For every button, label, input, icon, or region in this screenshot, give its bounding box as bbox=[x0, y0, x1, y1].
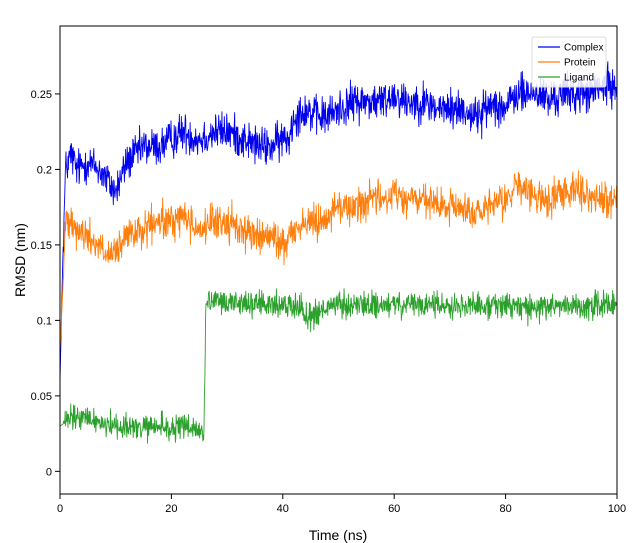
x-tick-label: 20 bbox=[165, 503, 177, 515]
series-line-protein bbox=[59, 170, 618, 351]
y-tick-label: 0 bbox=[46, 466, 52, 478]
series-layer bbox=[59, 61, 618, 444]
x-axis: 0 20 40 60 80 100 bbox=[57, 494, 626, 515]
y-tick-label: 0.25 bbox=[31, 89, 52, 101]
x-axis-title: Time (ns) bbox=[309, 527, 368, 543]
x-tick-label: 80 bbox=[499, 503, 511, 515]
x-tick-label: 100 bbox=[608, 503, 626, 515]
plot-frame bbox=[59, 25, 618, 495]
legend-box bbox=[531, 36, 607, 88]
legend-label-protein: Protein bbox=[564, 58, 596, 69]
x-tick-label: 40 bbox=[277, 503, 289, 515]
x-tick-label: 60 bbox=[388, 503, 400, 515]
y-tick-label: 0.1 bbox=[37, 315, 52, 327]
y-axis-title: RMSD (nm) bbox=[12, 223, 28, 297]
legend: Complex Protein Ligand bbox=[531, 36, 607, 88]
y-axis: 0 0.05 0.1 0.15 0.2 0.25 bbox=[31, 89, 60, 478]
legend-label-ligand: Ligand bbox=[564, 73, 594, 84]
legend-label-complex: Complex bbox=[564, 43, 603, 54]
series-line-complex bbox=[59, 61, 618, 381]
x-tick-label: 0 bbox=[57, 503, 63, 515]
series-line-ligand bbox=[59, 288, 618, 444]
y-tick-label: 0.2 bbox=[37, 164, 52, 176]
y-tick-label: 0.05 bbox=[31, 391, 52, 403]
y-tick-label: 0.15 bbox=[31, 240, 52, 252]
